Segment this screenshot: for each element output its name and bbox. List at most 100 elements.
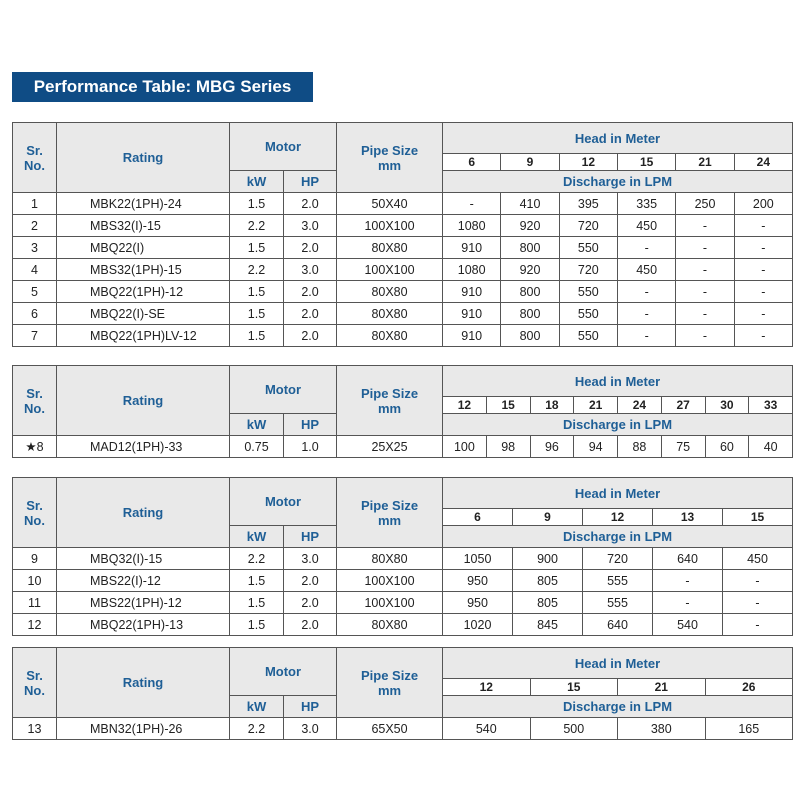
motor-hp: 2.0 bbox=[282, 302, 338, 325]
header-motor: Motor bbox=[228, 647, 338, 696]
discharge-value: - bbox=[733, 324, 793, 347]
sr-no: 10 bbox=[12, 569, 57, 592]
discharge-value: 920 bbox=[500, 258, 560, 281]
header-kw: kW bbox=[229, 525, 284, 548]
discharge-value: 720 bbox=[582, 547, 654, 570]
table-row: 13 MBN32(1PH)-26 2.2 3.0 65X50 540 500 380 1… bbox=[12, 717, 794, 740]
sr-no: 9 bbox=[12, 547, 57, 570]
table-row: 12 MBQ22(1PH)-13 1.5 2.0 80X80 1020 845 640… bbox=[12, 613, 794, 636]
rating: MBN32(1PH)-26 bbox=[56, 717, 230, 740]
header-rating: Rating bbox=[56, 647, 230, 718]
discharge-value: 165 bbox=[704, 717, 794, 740]
pipe-size: 25X25 bbox=[336, 435, 444, 458]
table-row: 4 MBS32(1PH)-15 2.2 3.0 100X100 1080 920 72… bbox=[12, 258, 793, 281]
discharge-value: - bbox=[733, 280, 793, 303]
head-value: 9 bbox=[500, 153, 560, 171]
motor-kw: 1.5 bbox=[229, 324, 284, 347]
motor-kw: 0.75 bbox=[229, 435, 284, 458]
header-rating: Rating bbox=[56, 477, 230, 548]
pipe-size: 80X80 bbox=[336, 613, 444, 636]
motor-hp: 1.0 bbox=[282, 435, 338, 458]
discharge-value: 1050 bbox=[442, 547, 514, 570]
pipe-size: 100X100 bbox=[336, 258, 444, 281]
head-value: 12 bbox=[582, 508, 654, 526]
motor-hp: 2.0 bbox=[282, 236, 338, 259]
table-row: 2 MBS32(I)-15 2.2 3.0 100X100 1080 920 720 4… bbox=[12, 214, 793, 237]
discharge-value: - bbox=[652, 591, 724, 614]
discharge-value: 60 bbox=[704, 435, 750, 458]
discharge-value: - bbox=[722, 569, 794, 592]
discharge-value: 640 bbox=[582, 613, 654, 636]
header-pipe-size: Pipe Size mm bbox=[336, 647, 444, 718]
head-value: 9 bbox=[512, 508, 584, 526]
discharge-value: 720 bbox=[558, 258, 619, 281]
header-sr-no: Sr. No. bbox=[12, 122, 57, 193]
rating: MBK22(1PH)-24 bbox=[56, 192, 230, 215]
motor-kw: 2.2 bbox=[229, 717, 284, 740]
header-head-in-meter: Head in Meter bbox=[442, 365, 794, 397]
sr-no: 13 bbox=[12, 717, 57, 740]
header-hp: HP bbox=[282, 695, 338, 718]
head-value: 21 bbox=[573, 396, 619, 414]
header-kw: kW bbox=[229, 413, 284, 436]
discharge-value: - bbox=[733, 302, 793, 325]
head-value: 24 bbox=[733, 153, 793, 171]
header-motor: Motor bbox=[228, 477, 338, 526]
rating: MBQ22(1PH)LV-12 bbox=[56, 324, 230, 347]
discharge-value: 550 bbox=[558, 236, 619, 259]
head-value: 12 bbox=[442, 678, 531, 696]
motor-hp: 2.0 bbox=[282, 613, 338, 636]
discharge-value: - bbox=[733, 214, 793, 237]
discharge-value: - bbox=[675, 280, 735, 303]
pipe-size: 100X100 bbox=[336, 569, 444, 592]
head-value: 15 bbox=[485, 396, 531, 414]
discharge-value: 335 bbox=[616, 192, 677, 215]
discharge-value: - bbox=[442, 192, 502, 215]
pipe-size: 80X80 bbox=[336, 236, 444, 259]
discharge-value: 550 bbox=[558, 302, 619, 325]
discharge-value: 805 bbox=[512, 591, 584, 614]
header-sr-no: Sr. No. bbox=[12, 365, 57, 436]
header-pipe-size: Pipe Size mm bbox=[336, 365, 444, 436]
sr-no: 4 bbox=[12, 258, 57, 281]
header-head-in-meter: Head in Meter bbox=[442, 122, 793, 154]
head-value: 33 bbox=[748, 396, 794, 414]
table-row: 9 MBQ32(I)-15 2.2 3.0 80X80 1050 900 720 640… bbox=[12, 547, 794, 570]
discharge-value: 450 bbox=[616, 214, 677, 237]
sr-no: 2 bbox=[12, 214, 57, 237]
rating: MBQ22(I)-SE bbox=[56, 302, 230, 325]
discharge-value: - bbox=[616, 236, 677, 259]
pipe-size: 50X40 bbox=[336, 192, 444, 215]
sr-no: 12 bbox=[12, 613, 57, 636]
rating: MBS22(1PH)-12 bbox=[56, 591, 230, 614]
header-head-in-meter: Head in Meter bbox=[442, 477, 794, 509]
motor-hp: 2.0 bbox=[282, 324, 338, 347]
discharge-value: 800 bbox=[500, 280, 560, 303]
table-row: 10 MBS22(I)-12 1.5 2.0 100X100 950 805 555-… bbox=[12, 569, 794, 592]
motor-kw: 1.5 bbox=[229, 236, 284, 259]
motor-kw: 1.5 bbox=[229, 613, 284, 636]
discharge-value: - bbox=[675, 214, 735, 237]
discharge-value: 395 bbox=[558, 192, 619, 215]
head-value: 26 bbox=[704, 678, 794, 696]
rating: MBQ22(1PH)-13 bbox=[56, 613, 230, 636]
discharge-value: - bbox=[722, 613, 794, 636]
table-row: 3 MBQ22(I) 1.5 2.0 80X80 910 800 550- - - bbox=[12, 236, 793, 259]
discharge-value: - bbox=[616, 302, 677, 325]
head-value: 21 bbox=[617, 678, 706, 696]
header-kw: kW bbox=[229, 170, 284, 193]
head-value: 21 bbox=[675, 153, 735, 171]
sr-no: 5 bbox=[12, 280, 57, 303]
rating: MBS22(I)-12 bbox=[56, 569, 230, 592]
motor-kw: 1.5 bbox=[229, 192, 284, 215]
motor-hp: 3.0 bbox=[282, 547, 338, 570]
discharge-value: 555 bbox=[582, 591, 654, 614]
discharge-value: 910 bbox=[442, 302, 502, 325]
discharge-value: 910 bbox=[442, 236, 502, 259]
performance-table: Sr. No. Rating Motor Pipe Size mm Head i… bbox=[12, 647, 794, 740]
table-row: ★8 MAD12(1PH)-33 0.75 1.0 25X25 100 98 96 94… bbox=[12, 435, 794, 458]
header-discharge: Discharge in LPM bbox=[442, 695, 794, 718]
motor-kw: 2.2 bbox=[229, 214, 284, 237]
discharge-value: 380 bbox=[617, 717, 706, 740]
header-rating: Rating bbox=[56, 365, 230, 436]
